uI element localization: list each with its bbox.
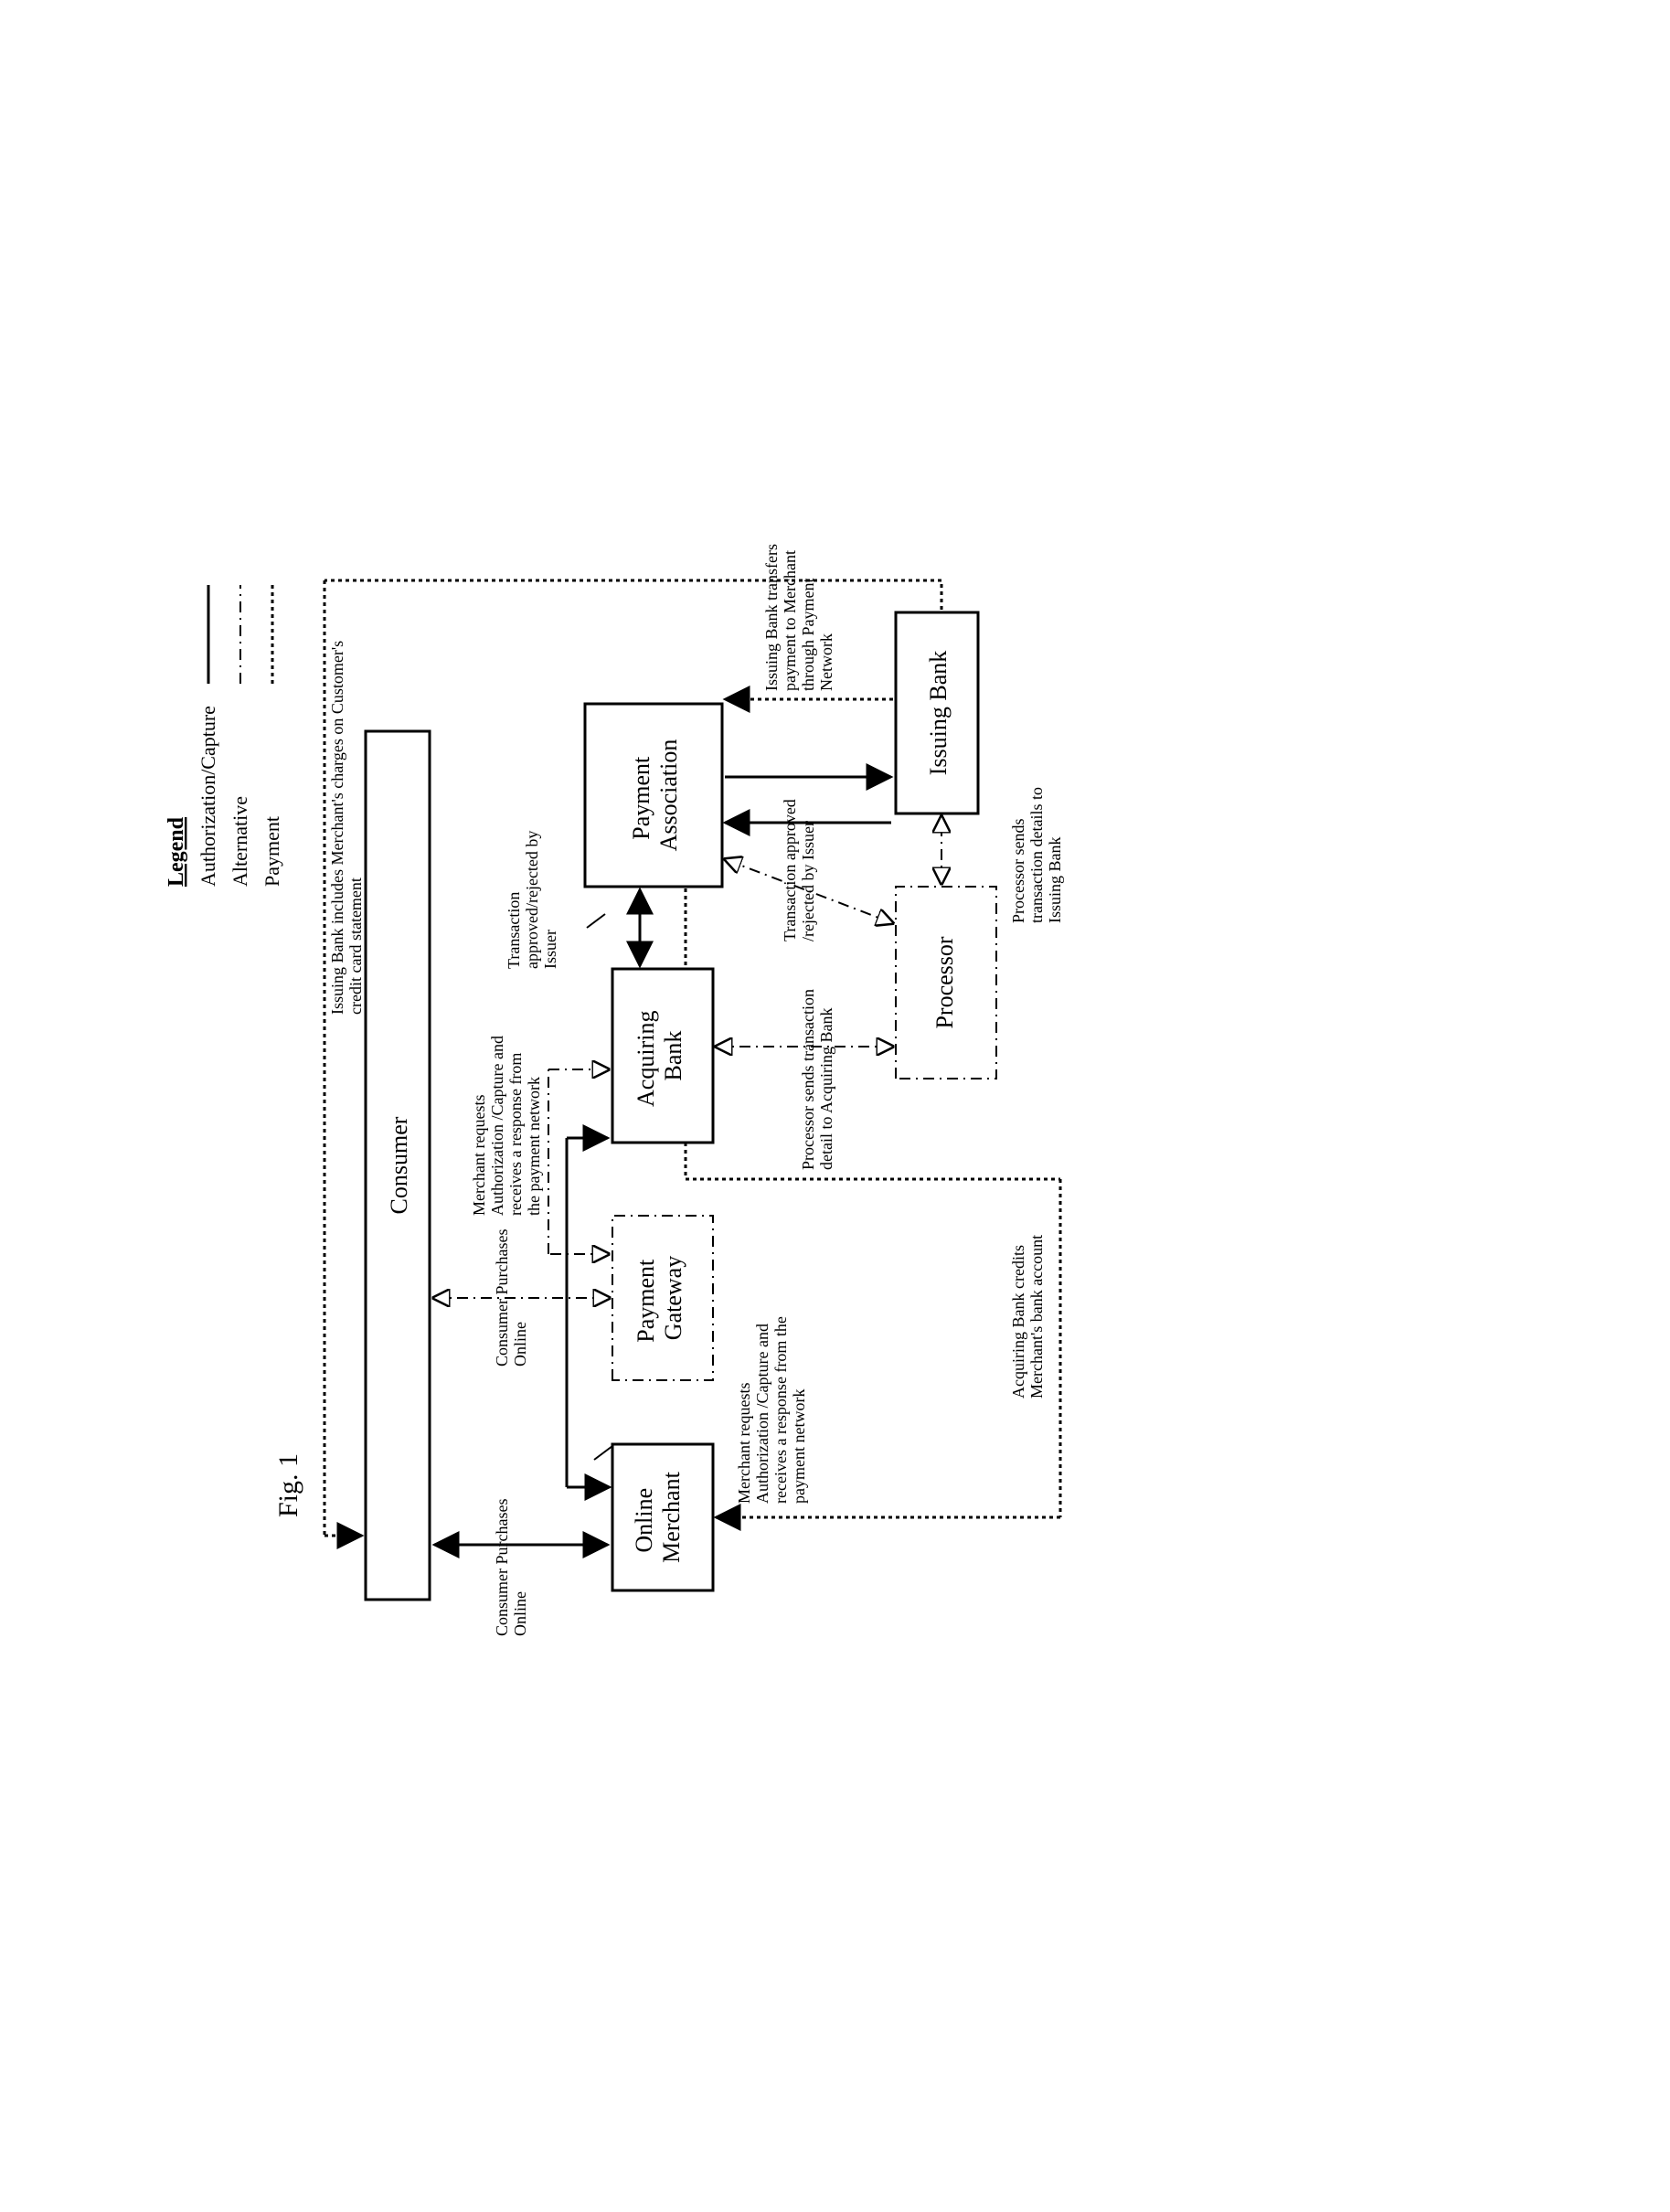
legend-pay-label: Payment — [261, 816, 283, 887]
svg-text:Online Merchant: Online Merchant — [631, 1471, 685, 1562]
node-consumer: Consumer — [366, 731, 430, 1600]
label-tx-approved-2: Transaction approved /rejected by Issuer — [781, 795, 817, 941]
figure-container: Fig. 1 Legend Authorization/Capture Alte… — [101, 558, 1563, 1654]
label-cp-online-1: Consumer Purchases Online — [493, 1494, 529, 1636]
label-tx-approved: Transaction approved/rejected by Issuer — [505, 826, 559, 969]
label-merchant-req: Merchant requests Authorization /Capture… — [735, 1313, 808, 1504]
svg-text:Processor: Processor — [931, 936, 958, 1028]
label-iss-transfers: Issuing Bank transfers payment to Mercha… — [762, 540, 835, 691]
node-payment-association: Payment Association — [585, 704, 722, 887]
label-proc-acq: Processor sends transaction detail to Ac… — [799, 985, 835, 1170]
label-cp-online-2: Consumer Purchases Online — [493, 1225, 529, 1367]
node-payment-gateway: Payment Gateway — [612, 1216, 713, 1380]
svg-text:Payment Gateway: Payment Gateway — [633, 1253, 686, 1343]
svg-text:Issuing Bank: Issuing Bank — [925, 651, 952, 776]
label-acq-credits: Acquiring Bank credits Merchant's bank a… — [1009, 1235, 1046, 1398]
edge-merchant-acquiring — [567, 1138, 612, 1487]
diagram-svg: Fig. 1 Legend Authorization/Capture Alte… — [101, 558, 1563, 1654]
legend: Legend Authorization/Capture Alternative… — [165, 585, 283, 887]
svg-text:Payment Association: Payment Association — [628, 739, 682, 852]
label-proc-issuing: Processor sends transaction details to I… — [1009, 783, 1064, 923]
node-online-merchant: Online Merchant — [612, 1444, 713, 1590]
figure-label: Fig. 1 — [273, 1453, 303, 1517]
node-issuing-bank: Issuing Bank — [896, 612, 978, 814]
legend-title: Legend — [165, 816, 188, 887]
node-acquiring-bank: Acquiring Bank — [612, 969, 713, 1143]
label-iss-statement: Issuing Bank includes Merchant's charges… — [328, 636, 365, 1015]
edge-gateway-acquiring — [548, 1069, 609, 1254]
node-processor: Processor — [896, 887, 996, 1079]
legend-auth-label: Authorization/Capture — [197, 706, 219, 887]
legend-alt-label: Alternative — [229, 796, 251, 887]
svg-text:Consumer: Consumer — [386, 1116, 412, 1214]
label-merchant-req-2: Merchant requests Authorization /Capture… — [470, 1032, 543, 1216]
